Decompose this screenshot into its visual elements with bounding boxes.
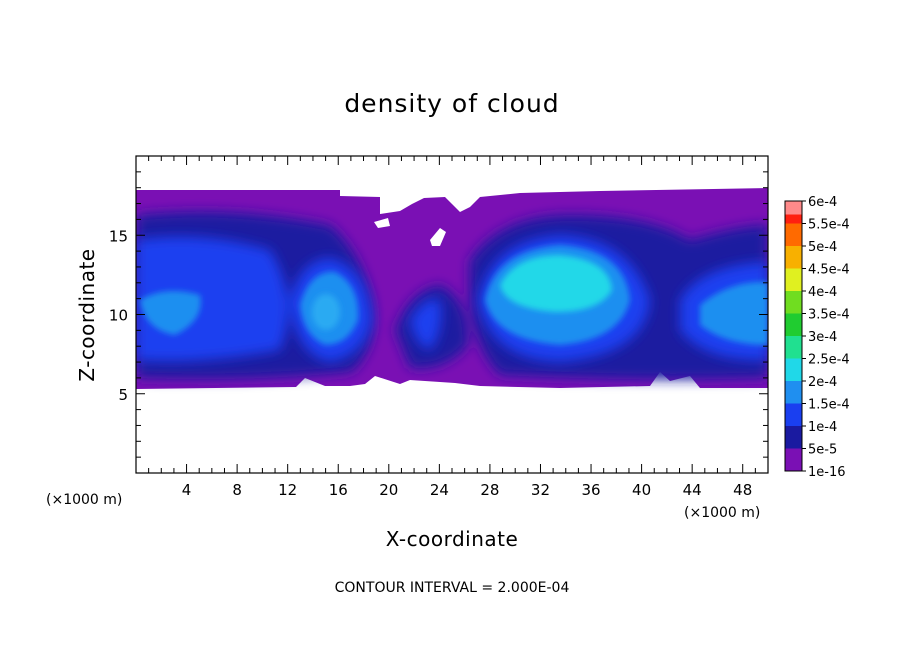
colorbar-swatch — [785, 381, 802, 404]
y-tick-label: 5 — [118, 386, 128, 404]
colorbar-label: 1e-16 — [808, 465, 846, 480]
colorbar: 1e-16 5e-5 1e-4 1.5e-4 2e-4 2.5e-4 3e-4 3.5e-4 4… — [784, 195, 850, 480]
axis-ticks — [136, 156, 768, 473]
colorbar-label: 1e-4 — [808, 420, 837, 435]
x-axis-title: X-coordinate — [386, 527, 519, 551]
colorbar-swatch — [785, 313, 802, 336]
colorbar-label: 3.5e-4 — [808, 308, 850, 323]
colorbar-label: 4e-4 — [808, 285, 837, 300]
chart-title: density of cloud — [344, 89, 559, 118]
colorbar-swatch — [785, 268, 802, 291]
colorbar-label: 5e-5 — [808, 443, 837, 458]
colorbar-swatch — [785, 426, 802, 449]
colorbar-label: 6e-4 — [808, 195, 837, 210]
x-tick-label: 32 — [531, 481, 550, 499]
x-tick-label: 8 — [232, 481, 242, 499]
x-tick-label: 20 — [379, 481, 398, 499]
x-tick-label: 28 — [480, 481, 499, 499]
colorbar-swatch — [785, 291, 802, 314]
colorbar-swatch — [785, 246, 802, 269]
y-tick-label: 15 — [109, 227, 128, 245]
colorbar-swatch — [785, 201, 802, 215]
colorbar-swatch — [785, 336, 802, 359]
density-field — [136, 156, 768, 473]
x-tick-label: 4 — [182, 481, 192, 499]
colorbar-label: 2e-4 — [808, 375, 837, 390]
x-tick-label: 36 — [581, 481, 600, 499]
y-axis-title: Z-coordinate — [75, 248, 99, 381]
y-tick-label: 10 — [109, 307, 128, 325]
x-tick-label: 24 — [430, 481, 449, 499]
colorbar-label: 5.5e-4 — [808, 218, 850, 233]
colorbar-label: 3e-4 — [808, 330, 837, 345]
colorbar-label: 2.5e-4 — [808, 353, 850, 368]
colorbar-swatch — [785, 223, 802, 246]
x-tick-label: 12 — [278, 481, 297, 499]
x-left-unit-label: (×1000 m) — [46, 492, 122, 508]
colorbar-label: 4.5e-4 — [808, 263, 850, 278]
x-right-unit-label: (×1000 m) — [684, 505, 760, 521]
colorbar-swatch — [785, 358, 802, 381]
x-tick-label: 40 — [632, 481, 651, 499]
colorbar-label: 1.5e-4 — [808, 398, 850, 413]
colorbar-swatch — [785, 448, 802, 471]
contour-interval-note: CONTOUR INTERVAL = 2.000E-04 — [335, 580, 570, 596]
colorbar-label: 5e-4 — [808, 240, 837, 255]
x-tick-label: 44 — [683, 481, 702, 499]
colorbar-swatch — [785, 403, 802, 426]
x-tick-label: 16 — [329, 481, 348, 499]
x-tick-label: 48 — [733, 481, 752, 499]
